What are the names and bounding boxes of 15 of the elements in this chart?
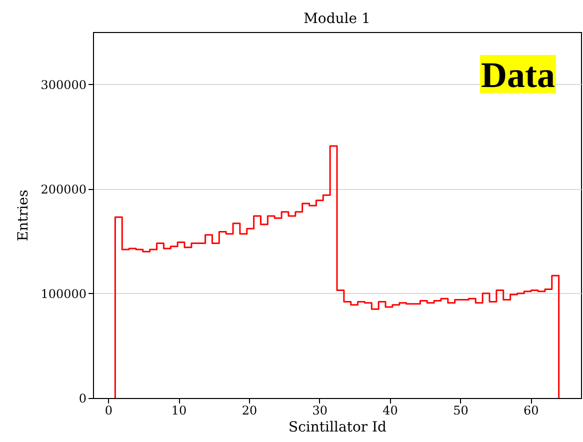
x-axis-title: Scintillator Id <box>288 420 387 436</box>
x-tick-label: 0 <box>104 404 112 418</box>
chart-title: Module 1 <box>304 11 370 27</box>
x-tick-label: 40 <box>382 404 398 418</box>
x-tick-label: 30 <box>312 404 328 418</box>
y-tick-label: 0 <box>78 392 86 406</box>
x-tick-label: 10 <box>171 404 187 418</box>
y-tick-label: 300000 <box>40 78 86 92</box>
y-tick-label: 200000 <box>40 182 86 196</box>
x-tick-label: 60 <box>524 404 539 418</box>
y-tick-label: 100000 <box>40 286 86 301</box>
annotation: Data <box>480 55 556 95</box>
y-axis-title: Entries <box>16 190 32 242</box>
x-tick-label: 20 <box>242 404 258 418</box>
x-tick-label: 50 <box>453 404 468 418</box>
